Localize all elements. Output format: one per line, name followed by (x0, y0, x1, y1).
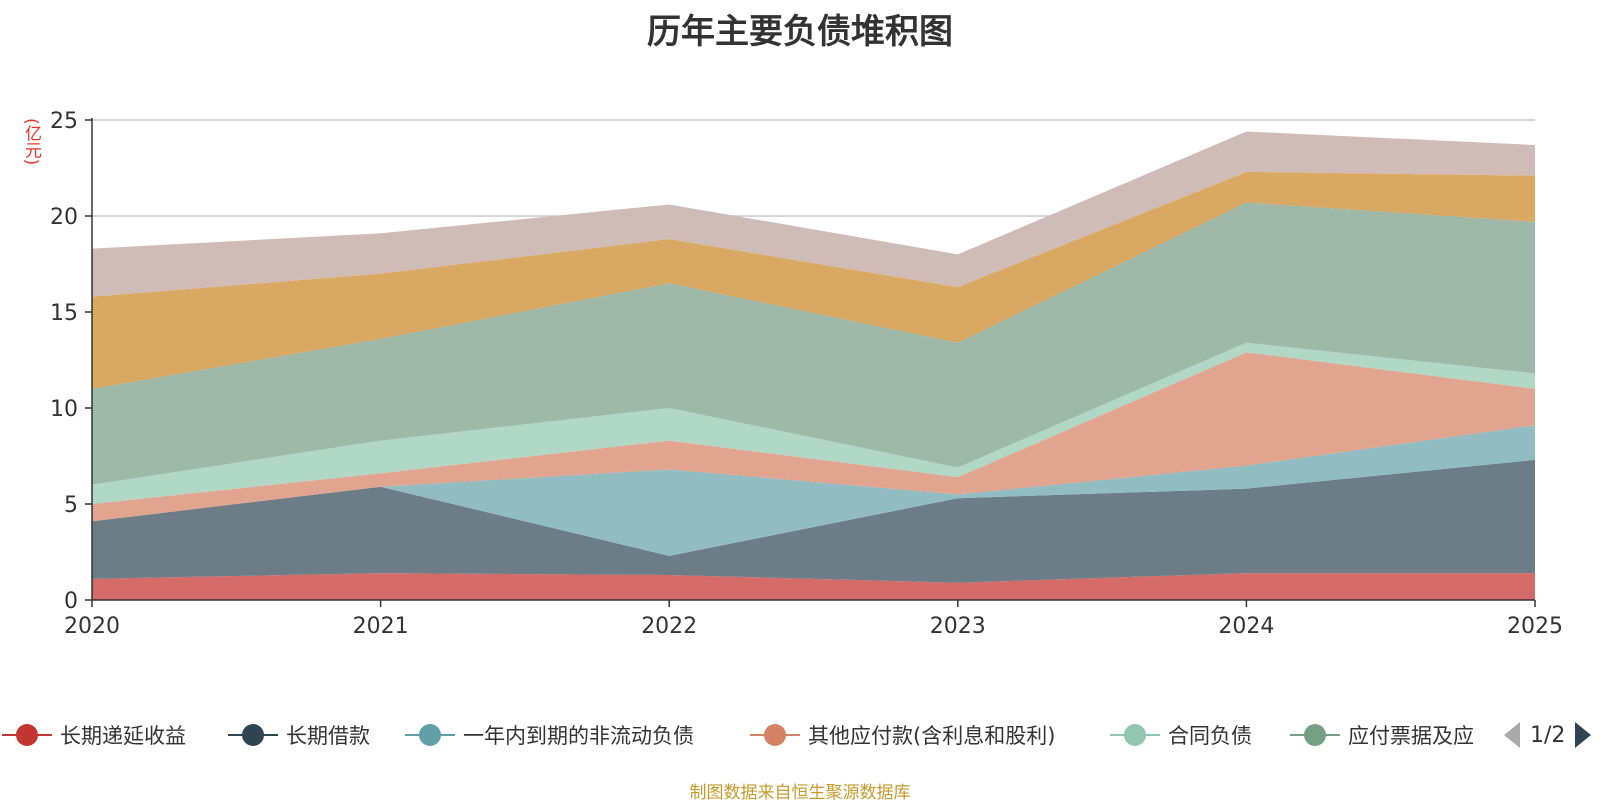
area-series (92, 131, 1535, 600)
legend-item-3[interactable]: 其他应付款(含利息和股利) (750, 715, 1055, 755)
area-series-5[interactable] (92, 202, 1535, 485)
y-axis-unit-label: (亿元) (21, 118, 41, 166)
y-tick-label: 20 (50, 205, 78, 230)
legend-marker-icon (2, 724, 52, 746)
legend-marker-icon (228, 724, 278, 746)
legend-label: 其他应付款(含利息和股利) (808, 724, 1056, 748)
y-tick-label: 0 (64, 589, 78, 614)
legend-item-5[interactable]: 应付票据及应 (1290, 715, 1474, 755)
legend-marker-icon (405, 724, 455, 746)
legend-marker-icon (750, 724, 800, 746)
legend-item-1[interactable]: 长期借款 (228, 715, 370, 755)
chart-title: 历年主要负债堆积图 (647, 12, 953, 52)
y-tick-label: 5 (64, 493, 78, 518)
y-tick-label: 10 (50, 397, 78, 422)
legend-label: 合同负债 (1168, 724, 1252, 748)
area-series-0[interactable] (92, 573, 1535, 600)
legend-label: 长期递延收益 (60, 724, 186, 748)
legend-label: 长期借款 (286, 724, 370, 748)
legend-page-indicator: 1/2 (1530, 722, 1566, 748)
data-source-note: 制图数据来自恒生聚源数据库 (689, 783, 911, 803)
area-series-4[interactable] (92, 342, 1535, 504)
area-series-7[interactable] (92, 131, 1535, 297)
area-series-1[interactable] (92, 459, 1535, 583)
area-series-3[interactable] (92, 352, 1535, 522)
legend: 长期递延收益 长期借款 一年内到期的非流动负债 其他应付款(含利息和股利) 合同负债 应付… (0, 715, 1600, 755)
x-tick-label: 2022 (641, 614, 697, 639)
legend-marker-icon (1290, 724, 1340, 746)
x-tick-label: 2023 (930, 614, 986, 639)
area-series-2[interactable] (92, 425, 1535, 556)
y-tick-label: 15 (50, 301, 78, 326)
x-tick-label: 2024 (1218, 614, 1274, 639)
legend-label: 一年内到期的非流动负债 (463, 724, 694, 748)
area-series-6[interactable] (92, 171, 1535, 389)
x-tick-label: 2021 (353, 614, 409, 639)
legend-pager: 1/2 (1502, 718, 1593, 752)
legend-item-4[interactable]: 合同负债 (1110, 715, 1252, 755)
legend-item-0[interactable]: 长期递延收益 (2, 715, 186, 755)
x-tick-label: 2020 (64, 614, 120, 639)
legend-item-2[interactable]: 一年内到期的非流动负债 (405, 715, 694, 755)
x-tick-label: 2025 (1507, 614, 1563, 639)
y-tick-label: 25 (50, 109, 78, 134)
legend-prev-icon[interactable] (1502, 720, 1522, 750)
legend-label: 应付票据及应 (1348, 724, 1474, 748)
legend-next-icon[interactable] (1573, 720, 1593, 750)
legend-marker-icon (1110, 724, 1160, 746)
